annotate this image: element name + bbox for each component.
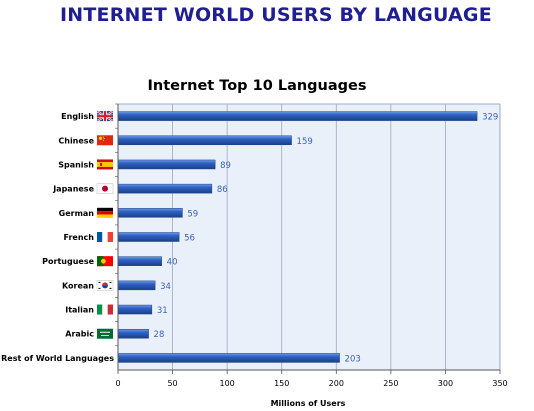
value-label: 34 [160,282,171,292]
category-label: Rest of World Languages [1,354,114,363]
x-tick-label: 250 [383,379,398,388]
value-label: 28 [154,330,165,340]
y-axis: English Chinese Spanish Japanese German Frenc… [1,103,119,370]
value-label: 59 [187,209,198,219]
portugal-flag-icon [97,256,113,267]
category-label: German [59,209,95,218]
x-tick-label: 150 [274,379,289,388]
bar [117,280,156,291]
category-label: English [61,112,94,121]
category-label: Chinese [58,136,94,145]
spain-flag-icon [97,159,113,170]
value-label: 89 [220,161,231,171]
x-tick-label: 200 [329,379,344,388]
category-label: Arabic [65,330,94,339]
bar [117,256,162,266]
value-label: 56 [184,234,195,244]
value-label: 86 [217,185,228,195]
germany-flag-icon [97,207,113,218]
x-axis-title: Millions of Users [271,399,346,408]
bar [117,208,183,218]
value-label: 159 [297,137,313,147]
uk-flag-icon [96,110,114,122]
bar [117,232,180,242]
bar [117,159,216,170]
bar [117,353,340,363]
category-label: Portuguese [42,257,94,266]
value-label: 329 [482,113,498,123]
category-label: Japanese [52,185,94,194]
value-label: 203 [345,354,361,364]
category-label: Italian [65,306,94,315]
italy-flag-icon [97,304,113,315]
bar [117,304,153,315]
france-flag-icon [97,232,113,242]
value-label: 31 [157,306,168,316]
bar [117,328,149,339]
x-tick-label: 300 [438,379,453,388]
category-label: Korean [62,281,94,290]
x-tick-label: 350 [492,379,507,388]
page-headline: INTERNET WORLD USERS BY LANGUAGE [60,4,492,26]
china-flag-icon [97,135,113,146]
category-label: Spanish [58,160,94,169]
chart-title: Internet Top 10 Languages [147,78,366,94]
x-tick-label: 50 [167,379,177,388]
x-tick-label: 100 [220,379,235,388]
bar [117,183,213,194]
korea-flag-icon [96,280,114,291]
category-label: French [64,233,95,242]
value-label: 40 [167,258,178,268]
x-tick-label: 0 [115,379,120,388]
saudi-flag-icon [97,328,113,339]
bar [117,111,478,121]
grid-lines [172,104,501,370]
bar [117,135,292,146]
x-axis: 0 50 100 150 200 250 300 350 [115,369,508,388]
japan-flag-icon [96,183,114,194]
